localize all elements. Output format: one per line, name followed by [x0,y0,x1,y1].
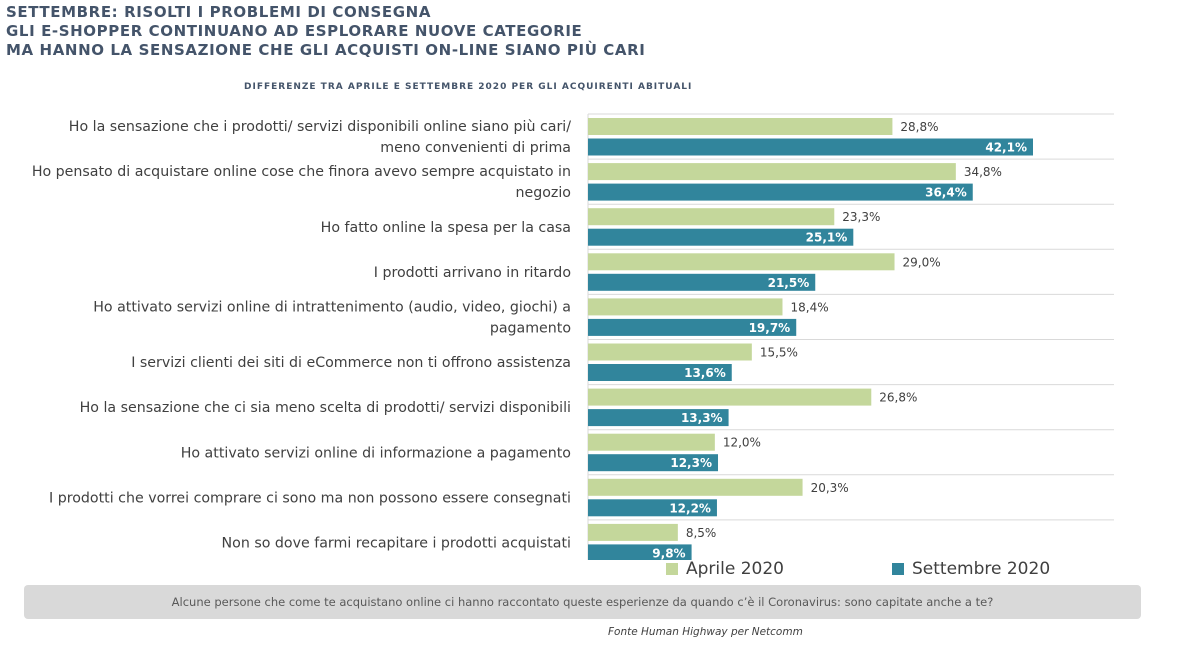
data-label-aprile: 28,8% [900,120,938,134]
data-label-settembre: 12,2% [669,501,711,515]
data-label-settembre: 12,3% [670,456,712,470]
data-label-settembre: 9,8% [652,546,685,560]
category-label: Ho la sensazione che ci sia meno scelta … [80,400,571,416]
bar-settembre [588,273,816,291]
category-label-line: Ho la sensazione che i prodotti/ servizi… [69,119,571,135]
chart-subtitle: DIFFERENZE TRA APRILE E SETTEMBRE 2020 P… [244,82,693,92]
data-label-aprile: 15,5% [760,346,798,360]
title-line-3: MA HANNO LA SENSAZIONE CHE GLI ACQUISTI … [6,41,646,59]
bar-aprile [588,163,956,181]
bar-settembre [588,183,973,201]
bar-settembre [588,409,729,427]
data-label-settembre: 36,4% [925,186,967,200]
category-label-line: Ho attivato servizi online di intratteni… [93,299,571,315]
data-label-settembre: 42,1% [985,141,1027,155]
legend-swatch-settembre [892,563,904,575]
category-label-line: Ho attivato servizi online di informazio… [181,445,571,461]
bar-settembre [588,544,692,560]
data-label-aprile: 20,3% [811,481,849,495]
title-line-2: GLI E-SHOPPER CONTINUANO AD ESPLORARE NU… [6,22,583,40]
bar-aprile [588,208,835,226]
question-text: Alcune persone che come te acquistano on… [171,595,994,609]
category-label-line: Ho fatto online la spesa per la casa [321,220,571,236]
bar-settembre [588,228,854,246]
category-label: Ho attivato servizi online di intratteni… [93,299,571,336]
data-label-aprile: 29,0% [903,255,941,269]
data-label-settembre: 13,6% [684,366,726,380]
bar-aprile [588,298,783,316]
legend-item-aprile: Aprile 2020 [666,559,784,579]
bar-aprile [588,343,752,361]
legend-label-settembre: Settembre 2020 [912,559,1051,579]
bar-aprile [588,253,895,271]
category-label-line: pagamento [490,320,571,336]
category-label: Ho la sensazione che i prodotti/ servizi… [69,119,571,156]
data-label-aprile: 23,3% [842,210,880,224]
bar-aprile [588,118,893,135]
category-label: Ho fatto online la spesa per la casa [321,220,571,236]
data-label-aprile: 18,4% [790,300,828,314]
bar-settembre [588,138,1033,156]
bar-settembre [588,499,717,517]
legend-swatch-aprile [666,563,678,575]
category-label: Non so dove farmi recapitare i prodotti … [222,535,571,551]
category-label: Ho attivato servizi online di informazio… [181,445,571,461]
bar-aprile [588,523,678,541]
category-label-line: Non so dove farmi recapitare i prodotti … [222,535,571,551]
category-label: I prodotti arrivano in ritardo [374,265,571,281]
legend-item-settembre: Settembre 2020 [892,559,1050,579]
category-label: Ho pensato di acquistare online cose che… [32,164,571,201]
bar-settembre [588,454,719,472]
category-label: I servizi clienti dei siti di eCommerce … [131,355,571,371]
category-label-line: I prodotti arrivano in ritardo [374,265,571,281]
data-label-settembre: 21,5% [768,276,810,290]
data-label-settembre: 25,1% [806,231,848,245]
category-label-line: I prodotti che vorrei comprare ci sono m… [49,490,571,506]
title-line-1: SETTEMBRE: RISOLTI I PROBLEMI DI CONSEGN… [6,3,432,21]
question-box: Alcune persone che come te acquistano on… [24,585,1141,619]
data-label-aprile: 34,8% [964,165,1002,179]
bar-aprile [588,478,803,496]
data-label-aprile: 8,5% [686,526,717,540]
title-block: SETTEMBRE: RISOLTI I PROBLEMI DI CONSEGN… [6,3,645,60]
data-label-settembre: 13,3% [681,411,723,425]
category-label-line: Ho pensato di acquistare online cose che… [32,164,571,180]
bar-aprile [588,388,872,406]
category-label-line: negozio [516,185,571,201]
legend-label-aprile: Aprile 2020 [686,559,784,579]
category-label: I prodotti che vorrei comprare ci sono m… [49,490,571,506]
bar-chart: Ho la sensazione che i prodotti/ servizi… [32,113,1114,560]
category-label-line: I servizi clienti dei siti di eCommerce … [131,355,571,371]
data-label-aprile: 12,0% [723,436,761,450]
category-label-line: meno convenienti di prima [380,140,571,156]
category-label-line: Ho la sensazione che ci sia meno scelta … [80,400,571,416]
bar-settembre [588,318,797,336]
data-label-aprile: 26,8% [879,391,917,405]
bar-aprile [588,433,715,451]
bar-settembre [588,364,732,381]
source-note: Fonte Human Highway per Netcomm [608,626,803,638]
data-label-settembre: 19,7% [749,321,791,335]
